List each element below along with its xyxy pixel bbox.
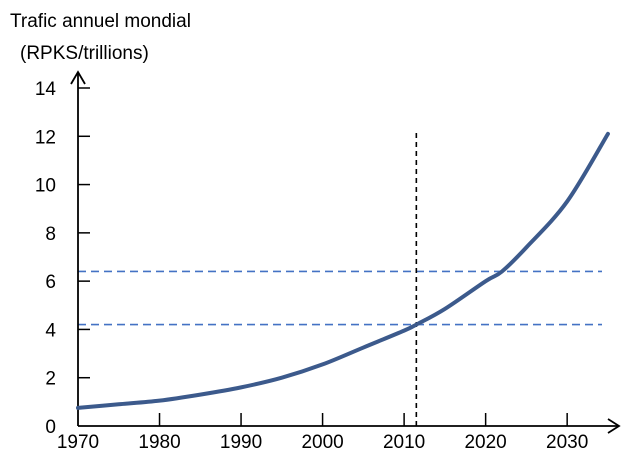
y-tick-label: 2 <box>45 369 56 390</box>
y-tick-label: 12 <box>35 127 56 148</box>
series-layer <box>76 131 610 410</box>
x-tick-label: 1970 <box>57 432 99 452</box>
y-axis-arrow <box>70 70 86 85</box>
x-tick-label: 2020 <box>464 432 506 452</box>
y-tick-label: 8 <box>45 224 56 245</box>
x-tick-label: 1980 <box>138 432 180 452</box>
y-axis-ticks: 0 2 4 6 8 10 12 14 <box>35 79 90 438</box>
y-tick-label: 0 <box>45 417 56 438</box>
x-tick-label: 2000 <box>301 432 343 452</box>
x-tick-label: 2030 <box>546 432 588 452</box>
y-tick-label: 6 <box>45 272 56 293</box>
x-tick-label: 2010 <box>383 432 425 452</box>
x-axis-arrow <box>607 418 621 434</box>
x-axis-ticks: 1970 1980 1990 2000 2010 2020 2030 <box>57 413 588 452</box>
chart-subtitle: (RPKS/trillions) <box>20 43 149 64</box>
y-tick-label: 14 <box>35 79 57 100</box>
x-tick-label: 1990 <box>220 432 262 452</box>
y-tick-label: 4 <box>45 320 56 341</box>
series-line <box>76 131 610 410</box>
axes <box>70 70 621 434</box>
chart-title: Trafic annuel mondial <box>10 11 191 32</box>
y-tick-label: 10 <box>35 176 56 197</box>
horizontal-reference-lines <box>78 270 602 326</box>
